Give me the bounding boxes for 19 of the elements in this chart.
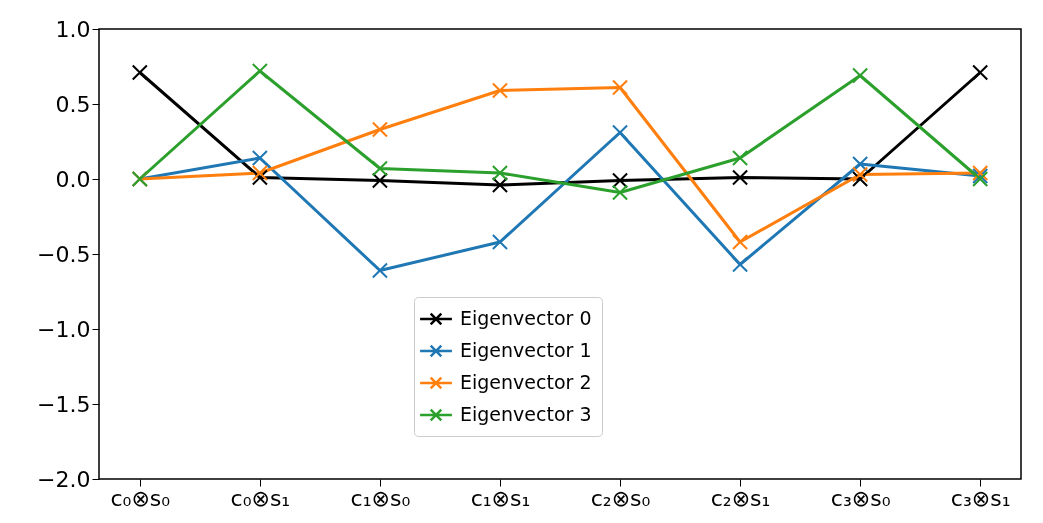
x-tick-label: c₃⊗s₀ [830, 485, 891, 511]
legend-label: Eigenvector 2 [460, 371, 592, 393]
y-tick-label: −1.0 [37, 316, 91, 342]
x-tick-label: c₃⊗s₁ [950, 485, 1011, 511]
y-tick-label: 0.0 [55, 166, 91, 192]
y-tick-label: 0.5 [55, 91, 91, 117]
y-tick-label: −0.5 [37, 241, 91, 267]
x-tick-label: c₂⊗s₁ [710, 485, 771, 511]
x-tick-label: c₀⊗s₀ [110, 485, 171, 511]
legend-label: Eigenvector 1 [460, 339, 592, 361]
legend-label: Eigenvector 3 [460, 403, 592, 425]
x-tick-label: c₂⊗s₀ [590, 485, 651, 511]
y-tick-label: −1.5 [37, 391, 91, 417]
x-tick-label: c₁⊗s₀ [350, 485, 411, 511]
y-tick-label: −2.0 [37, 466, 91, 492]
y-tick-label: 1.0 [55, 16, 91, 42]
legend-label: Eigenvector 0 [460, 307, 592, 329]
x-tick-label: c₀⊗s₁ [230, 485, 291, 511]
x-tick-label: c₁⊗s₁ [470, 485, 531, 511]
